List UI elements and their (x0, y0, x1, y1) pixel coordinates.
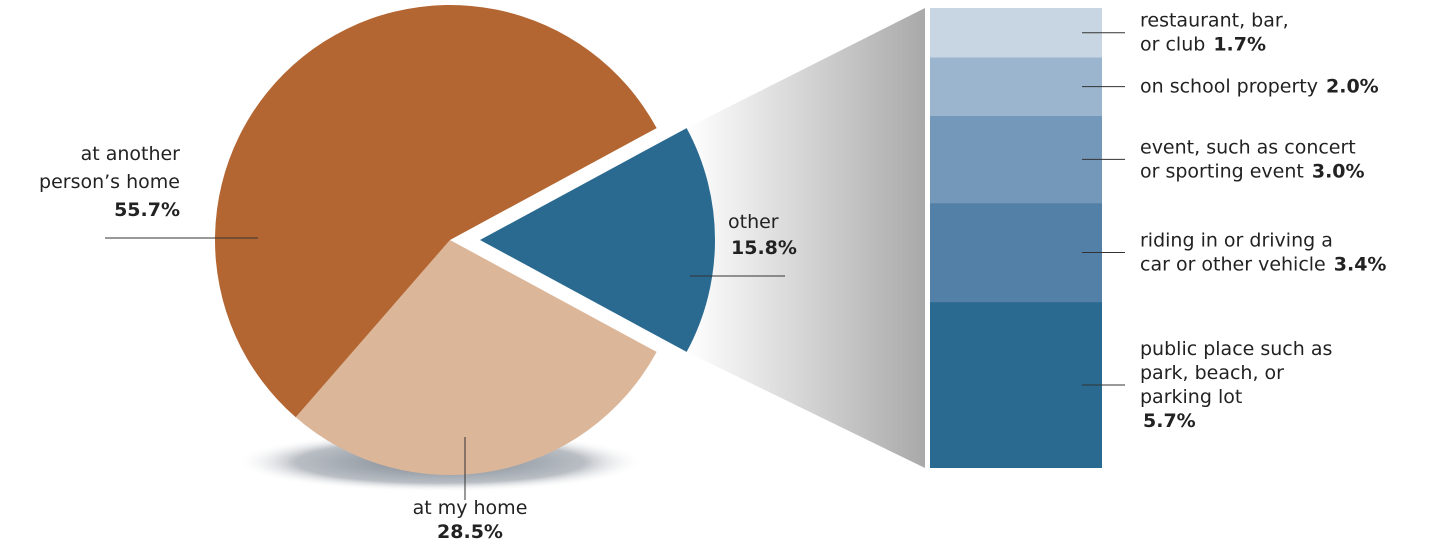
data-label: public place such as park, beach, or parki… (1140, 338, 1332, 432)
value-label: 5.7% (1143, 410, 1196, 432)
value-label: 15.8% (731, 237, 797, 259)
data-label: on school property 2.0% (1140, 76, 1379, 98)
value-label: 55.7% (114, 199, 180, 221)
bar-segment (930, 203, 1102, 303)
label-line: event, such as concert (1140, 136, 1356, 158)
bar-segment (930, 8, 1102, 58)
connector (686, 8, 925, 468)
data-label: at my home 28.5% (413, 497, 528, 543)
data-label: event, such as concert or sporting event 3… (1140, 136, 1365, 182)
data-label: at another person’s home 55.7% (39, 143, 180, 221)
pie-slice (295, 240, 657, 475)
label-line: on school property (1140, 76, 1318, 98)
value-label: 3.4% (1334, 254, 1387, 276)
pie-slice (215, 4, 657, 418)
value-label: 3.0% (1312, 160, 1365, 182)
label-line: other (728, 211, 779, 233)
label-line: parking lot (1140, 386, 1242, 408)
data-label: other 15.8% (728, 211, 797, 259)
label-line: or club (1140, 34, 1205, 56)
label-line: at my home (413, 497, 528, 519)
value-label: 28.5% (437, 521, 503, 543)
data-label: riding in or driving a car or other vehic… (1140, 230, 1386, 276)
label-line: restaurant, bar, (1140, 10, 1289, 32)
value-label: 2.0% (1326, 76, 1379, 98)
bar-segment (930, 57, 1102, 116)
value-label: 1.7% (1213, 34, 1266, 56)
label-line: public place such as (1140, 338, 1332, 360)
data-label: restaurant, bar, or club 1.7% (1140, 10, 1289, 56)
label-line: park, beach, or (1140, 362, 1284, 384)
label-line: car or other vehicle (1140, 254, 1326, 276)
label-line: or sporting event (1140, 160, 1304, 182)
label-line: riding in or driving a (1140, 230, 1333, 252)
label-line: person’s home (39, 171, 180, 193)
bar-segment (930, 302, 1102, 468)
label-line: at another (81, 143, 181, 165)
bar-segment (930, 115, 1102, 204)
pie-slice (480, 128, 715, 352)
